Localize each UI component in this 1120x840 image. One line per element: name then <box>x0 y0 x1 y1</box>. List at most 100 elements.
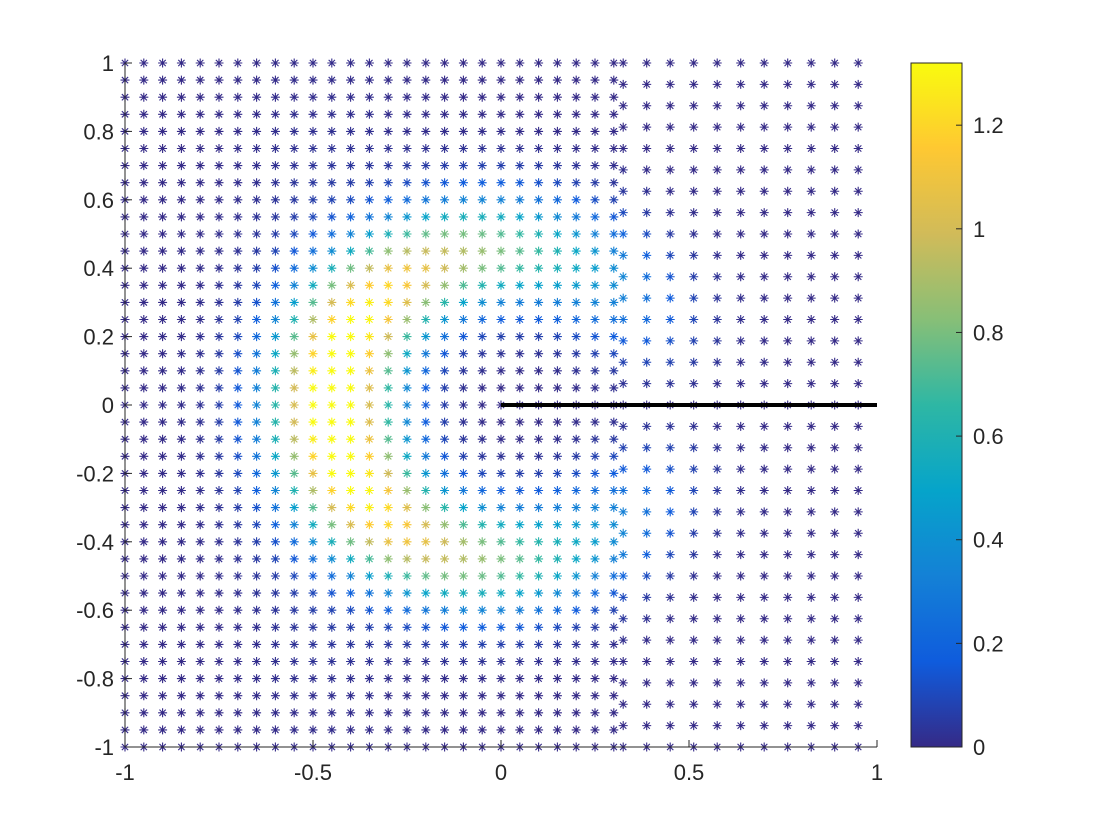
scatter-point <box>590 92 600 102</box>
scatter-point <box>440 605 450 615</box>
scatter-point <box>158 554 168 564</box>
scatter-point <box>642 486 652 495</box>
scatter-point <box>270 212 280 222</box>
scatter-point <box>515 554 525 564</box>
scatter-point <box>665 571 675 581</box>
scatter-point <box>618 379 628 389</box>
scatter-point <box>496 246 506 256</box>
scatter-point <box>609 126 619 136</box>
scatter-point <box>158 571 168 581</box>
scatter-point <box>364 657 374 666</box>
scatter-point <box>712 464 722 474</box>
scatter-point <box>534 674 544 684</box>
scatter-point <box>364 554 374 564</box>
scatter-point <box>806 58 816 68</box>
scatter-point <box>214 178 224 188</box>
scatter-point <box>308 622 318 632</box>
scatter-point <box>806 101 816 111</box>
scatter-point <box>402 229 412 239</box>
scatter-point <box>327 144 337 153</box>
scatter-point <box>590 554 600 564</box>
scatter-point <box>176 195 186 205</box>
scatter-point <box>458 58 468 68</box>
scatter-point <box>139 674 149 684</box>
scatter-point <box>496 212 506 222</box>
scatter-point <box>515 229 525 239</box>
scatter-point <box>515 691 525 701</box>
scatter-point <box>270 588 280 598</box>
scatter-point <box>590 246 600 256</box>
scatter-point <box>477 400 487 410</box>
scatter-point <box>806 614 816 624</box>
scatter-point <box>783 421 793 431</box>
scatter-point <box>496 349 506 359</box>
scatter-point <box>665 144 675 153</box>
scatter-point <box>609 451 619 461</box>
scatter-point <box>496 605 506 615</box>
scatter-point <box>214 674 224 684</box>
scatter-point <box>665 186 675 196</box>
scatter-point <box>552 708 562 718</box>
scatter-point <box>214 229 224 239</box>
scatter-point <box>853 165 863 175</box>
scatter-point <box>759 58 769 68</box>
scatter-point <box>458 639 468 649</box>
scatter-point <box>214 451 224 461</box>
scatter-point <box>308 605 318 615</box>
scatter-point <box>270 263 280 273</box>
scatter-point <box>515 674 525 684</box>
scatter-point <box>759 79 769 89</box>
scatter-point <box>618 144 628 153</box>
scatter-point <box>421 468 431 478</box>
scatter-point <box>327 451 337 461</box>
scatter-point <box>195 674 205 684</box>
scatter-point <box>176 708 186 718</box>
scatter-point <box>496 332 506 342</box>
scatter-point <box>806 229 816 239</box>
scatter-point <box>515 263 525 273</box>
scatter-point <box>421 434 431 444</box>
scatter-point <box>783 528 793 538</box>
scatter-point <box>308 691 318 701</box>
scatter-point <box>515 75 525 85</box>
scatter-point <box>308 486 318 495</box>
scatter-point <box>214 657 224 666</box>
scatter-point <box>736 614 746 624</box>
scatter-point <box>195 486 205 495</box>
scatter-point <box>642 464 652 474</box>
scatter-point <box>214 195 224 205</box>
scatter-point <box>458 75 468 85</box>
scatter-point <box>383 708 393 718</box>
scatter-point <box>783 229 793 239</box>
scatter-point <box>618 571 628 581</box>
scatter-point <box>534 109 544 119</box>
scatter-point <box>458 195 468 205</box>
scatter-point <box>712 678 722 688</box>
scatter-point <box>534 417 544 427</box>
scatter-point <box>327 657 337 666</box>
scatter-point <box>609 503 619 513</box>
scatter-point <box>421 622 431 632</box>
scatter-point <box>689 486 699 495</box>
scatter-point <box>665 229 675 239</box>
scatter-point <box>712 336 722 346</box>
scatter-point <box>689 357 699 367</box>
scatter-point <box>158 229 168 239</box>
scatter-point <box>289 434 299 444</box>
scatter-point <box>853 592 863 602</box>
scatter-point <box>158 605 168 615</box>
scatter-point <box>364 178 374 188</box>
scatter-point <box>496 657 506 666</box>
scatter-point <box>214 109 224 119</box>
scatter-point <box>590 195 600 205</box>
scatter-point <box>609 315 619 324</box>
scatter-point <box>590 144 600 153</box>
scatter-point <box>214 263 224 273</box>
scatter-point <box>158 263 168 273</box>
scatter-point <box>308 58 318 68</box>
scatter-point <box>402 691 412 701</box>
scatter-point <box>534 725 544 735</box>
scatter-point <box>139 537 149 547</box>
scatter-point <box>289 383 299 393</box>
scatter-point <box>289 349 299 359</box>
